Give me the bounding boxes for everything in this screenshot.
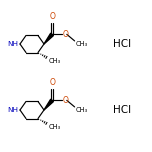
- Text: CH₃: CH₃: [48, 124, 60, 130]
- Text: O: O: [49, 78, 55, 87]
- Text: CH₃: CH₃: [48, 58, 60, 64]
- Text: O: O: [49, 12, 55, 21]
- Text: O: O: [63, 96, 69, 105]
- Text: HCl: HCl: [113, 39, 131, 49]
- Text: HCl: HCl: [113, 105, 131, 115]
- Polygon shape: [44, 33, 54, 44]
- Text: CH₃: CH₃: [76, 41, 88, 47]
- Text: NH: NH: [7, 41, 18, 47]
- Text: O: O: [63, 30, 69, 39]
- Polygon shape: [44, 99, 54, 110]
- Text: NH: NH: [7, 107, 18, 113]
- Text: CH₃: CH₃: [76, 107, 88, 113]
